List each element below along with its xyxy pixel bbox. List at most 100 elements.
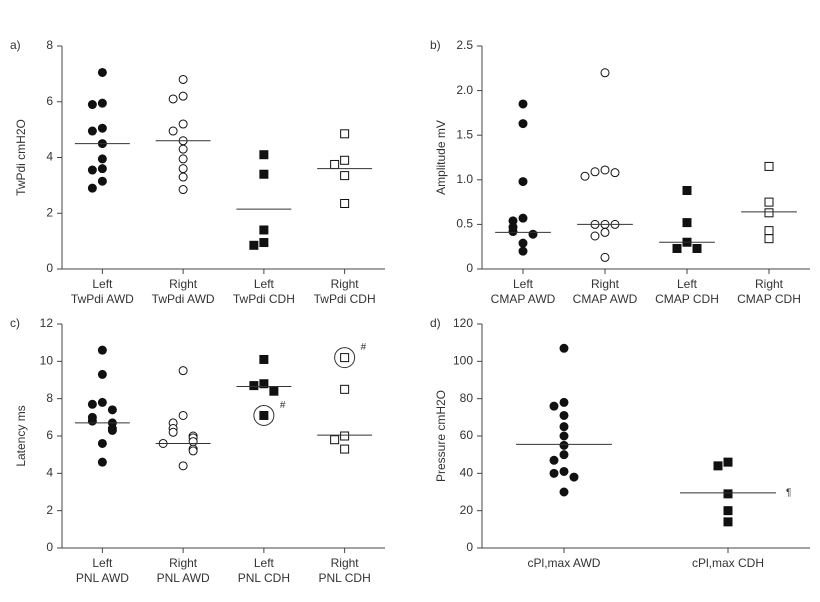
data-point xyxy=(97,176,107,186)
data-point xyxy=(518,213,528,223)
data-point xyxy=(107,405,117,415)
x-tick-label: CMAP CDH xyxy=(737,292,801,306)
x-tick-label: Left xyxy=(92,277,113,291)
panel-label: a) xyxy=(10,38,21,52)
data-point xyxy=(97,164,107,174)
x-tick-label: TwPdi AWD xyxy=(152,292,215,306)
data-point xyxy=(178,74,188,84)
y-tick-label: 8 xyxy=(46,391,53,405)
y-tick-label: 1.0 xyxy=(456,172,473,186)
data-point xyxy=(600,68,610,78)
y-tick-label: 0 xyxy=(46,540,53,554)
y-tick-label: 4 xyxy=(46,466,53,480)
data-point xyxy=(723,457,733,467)
data-point xyxy=(549,401,559,411)
data-point xyxy=(764,208,774,218)
y-tick-label: 60 xyxy=(460,428,474,442)
data-point xyxy=(610,168,620,178)
data-point xyxy=(259,238,269,248)
data-point xyxy=(682,186,692,196)
y-tick-label: 40 xyxy=(460,466,474,480)
data-point xyxy=(559,397,569,407)
y-tick-label: 0.5 xyxy=(456,217,473,231)
y-tick-label: 10 xyxy=(40,354,54,368)
x-tick-label: PNL AWD xyxy=(157,571,210,585)
data-point xyxy=(188,437,198,447)
data-point xyxy=(600,227,610,237)
data-point xyxy=(269,386,279,396)
x-tick-label: PNL CDH xyxy=(238,571,290,585)
x-tick-label: Left xyxy=(254,277,275,291)
data-point xyxy=(97,154,107,164)
y-tick-label: 120 xyxy=(453,316,473,330)
data-point xyxy=(97,98,107,108)
y-tick-label: 8 xyxy=(46,38,53,52)
y-axis-label: Latency ms xyxy=(14,405,28,466)
data-point xyxy=(249,381,259,391)
data-point xyxy=(340,171,350,181)
data-point xyxy=(559,440,569,450)
data-point xyxy=(559,343,569,353)
data-point xyxy=(340,198,350,208)
x-tick-label: PNL AWD xyxy=(76,571,129,585)
data-point xyxy=(580,171,590,181)
x-tick-label: PNL CDH xyxy=(319,571,371,585)
data-point xyxy=(559,410,569,420)
data-point xyxy=(178,461,188,471)
x-tick-label: TwPdi CDH xyxy=(233,292,295,306)
data-point xyxy=(259,169,269,179)
data-point xyxy=(559,466,569,476)
data-point xyxy=(549,468,559,478)
data-point xyxy=(559,431,569,441)
highlight-ring xyxy=(334,347,356,369)
x-tick-label: CMAP AWD xyxy=(491,292,556,306)
y-tick-label: 100 xyxy=(453,354,473,368)
x-tick-label: CMAP AWD xyxy=(573,292,638,306)
x-tick-label: Left xyxy=(254,556,275,570)
data-point xyxy=(600,165,610,175)
y-tick-label: 4 xyxy=(46,150,53,164)
y-axis-label: Amplitude mV xyxy=(434,120,448,195)
annotation: # xyxy=(361,342,367,353)
data-point xyxy=(723,489,733,499)
data-point xyxy=(259,410,269,420)
x-tick-label: Left xyxy=(513,277,534,291)
y-tick-label: 6 xyxy=(46,94,53,108)
y-tick-label: 0 xyxy=(46,261,53,275)
y-tick-label: 0 xyxy=(466,540,473,554)
data-point xyxy=(528,229,538,239)
data-point xyxy=(672,243,682,253)
data-point xyxy=(178,91,188,101)
data-point xyxy=(87,126,97,136)
data-point xyxy=(340,431,350,441)
y-tick-label: 2.5 xyxy=(456,38,473,52)
y-tick-label: 2.0 xyxy=(456,83,473,97)
y-tick-label: 2 xyxy=(46,503,53,517)
y-tick-label: 2 xyxy=(46,205,53,219)
data-point xyxy=(723,506,733,516)
data-point xyxy=(107,425,117,435)
data-point xyxy=(178,154,188,164)
data-point xyxy=(259,225,269,235)
data-point xyxy=(168,427,178,437)
x-tick-label: Left xyxy=(92,556,113,570)
x-tick-label: Right xyxy=(755,277,784,291)
data-point xyxy=(682,218,692,228)
data-point xyxy=(590,231,600,241)
data-point xyxy=(713,461,723,471)
data-point xyxy=(97,67,107,77)
x-tick-label: Right xyxy=(591,277,620,291)
data-point xyxy=(97,397,107,407)
data-point xyxy=(259,150,269,160)
data-point xyxy=(764,197,774,207)
data-point xyxy=(87,100,97,110)
data-point xyxy=(692,243,702,253)
data-point xyxy=(569,472,579,482)
data-point xyxy=(178,185,188,195)
x-tick-label: Right xyxy=(169,556,198,570)
x-tick-label: Right xyxy=(331,277,360,291)
y-tick-label: 1.5 xyxy=(456,127,473,141)
data-point xyxy=(764,234,774,244)
data-point xyxy=(168,94,178,104)
data-point xyxy=(259,354,269,364)
